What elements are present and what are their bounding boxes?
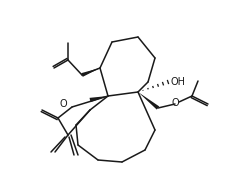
Polygon shape: [138, 92, 159, 110]
Text: O: O: [59, 99, 67, 109]
Text: OH: OH: [171, 77, 186, 87]
Text: O: O: [171, 98, 179, 108]
Polygon shape: [90, 96, 108, 102]
Polygon shape: [81, 68, 100, 77]
